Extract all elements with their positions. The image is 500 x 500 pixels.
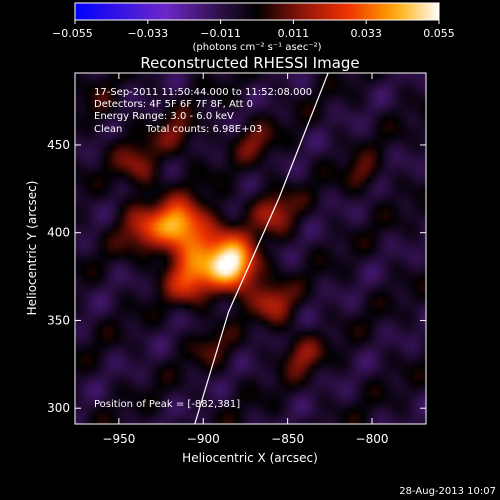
colorbar-bar [74, 2, 440, 21]
colorbar-tick-label: 0.033 [350, 27, 382, 40]
x-axis-ticks: −950 −900 −850 −800 [102, 73, 388, 446]
annotation-energy: Energy Range: 3.0 - 6.0 keV [94, 111, 234, 122]
y-tick-label: 350 [47, 313, 70, 327]
colorbar-tick-label: 0.055 [423, 27, 455, 40]
y-axis-label: Heliocentric Y (arcsec) [25, 181, 39, 316]
annotation-counts: Total counts: 6.98E+03 [145, 124, 262, 135]
y-tick-label: 400 [47, 226, 70, 240]
chart-title: Reconstructed RHESSI Image [140, 54, 359, 72]
colorbar-ticks: −0.055 −0.033 −0.011 0.011 0.033 0.055 [52, 20, 455, 40]
colorbar-tick-label: −0.033 [127, 27, 168, 40]
y-tick-label: 300 [47, 401, 70, 415]
y-axis-ticks: 300 350 400 450 [47, 138, 426, 415]
x-tick-label: −850 [271, 432, 304, 446]
plot-frame [74, 72, 427, 425]
heatmap-image [75, 73, 426, 424]
x-tick-label: −800 [356, 432, 389, 446]
annotations: 17-Sep-2011 11:50:44.000 to 11:52:08.000… [94, 87, 312, 410]
annotation-peak: Position of Peak = [-882,381] [94, 399, 240, 410]
x-axis-label: Heliocentric X (arcsec) [182, 451, 318, 465]
footer-date-stamp: 28-Aug-2013 10:07 [399, 486, 496, 497]
colorbar-tick-label: −0.011 [200, 27, 241, 40]
y-tick-label: 450 [47, 138, 70, 152]
colorbar-unit-label: (photons cm⁻² s⁻¹ asec⁻²) [192, 42, 321, 53]
colorbar-tick-label: 0.011 [278, 27, 310, 40]
annotation-clean: Clean [94, 124, 122, 135]
solar-limb-line [194, 73, 329, 424]
x-tick-label: −900 [187, 432, 220, 446]
colorbar-tick-label: −0.055 [52, 27, 93, 40]
annotation-detectors: Detectors: 4F 5F 6F 7F 8F, Att 0 [94, 99, 253, 110]
colorbar: −0.055 −0.033 −0.011 0.011 0.033 0.055 (photo… [52, 2, 455, 53]
x-tick-label: −950 [102, 432, 135, 446]
annotation-time-range: 17-Sep-2011 11:50:44.000 to 11:52:08.000 [94, 87, 312, 98]
